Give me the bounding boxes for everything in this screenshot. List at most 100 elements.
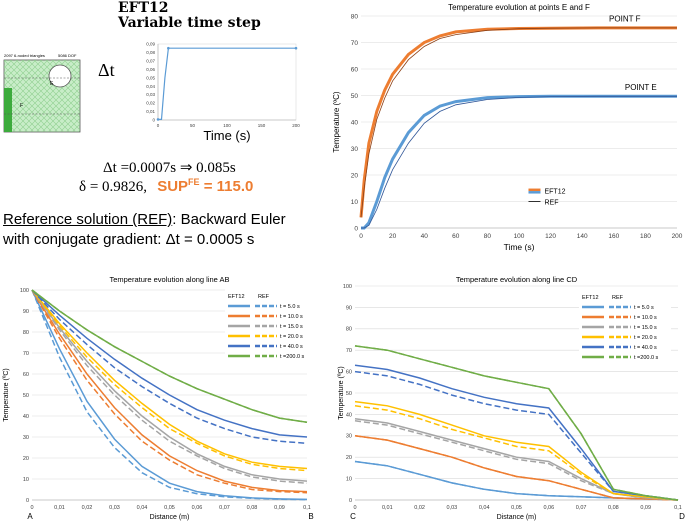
series-line-ref [360, 27, 677, 218]
series-marker-dt [294, 46, 298, 50]
series-line-ref [31, 289, 308, 472]
legend-label: t =200.0 s [280, 354, 305, 360]
x-tick-label: 180 [640, 233, 651, 240]
legend-label: t = 5.0 s [280, 304, 300, 310]
y-tick-label: 30 [351, 146, 359, 153]
x-axis-label: Distance (m) [150, 514, 190, 521]
dt-formula: Δt =0.0007s ⇒ 0.085s [103, 160, 236, 176]
x-tick-label: 60 [452, 233, 460, 240]
chart-title: Temperature evolution along line AB [109, 275, 229, 284]
x-tick-label: 0,09 [640, 505, 651, 511]
legend-header-ref: REF [258, 294, 270, 300]
y-tick-label: 20 [23, 456, 29, 462]
x-tick-label: 140 [577, 233, 588, 240]
y-tick-label: 70 [346, 348, 352, 354]
y-tick-label: 30 [23, 435, 29, 441]
point-label-end: B [308, 512, 313, 521]
x-tick-label: 0,06 [543, 505, 554, 511]
y-tick-label: 80 [351, 13, 359, 20]
y-tick-label: 100 [20, 288, 29, 294]
page-subtitle: Variable time step [118, 15, 261, 31]
chart-ab: Temperature evolution along line AB 0 0,01… [3, 275, 317, 521]
x-tick-label: 200 [672, 233, 683, 240]
x-tick-label: 0,07 [576, 505, 587, 511]
series-line-ref [354, 420, 679, 501]
y-tick-label: 70 [351, 40, 359, 47]
y-tick-label: 0,05 [146, 75, 155, 80]
x-tick-label: 0,09 [274, 505, 285, 511]
x-tick-label: 0,05 [511, 505, 522, 511]
series-line-ref [361, 95, 677, 229]
y-tick-label: 90 [346, 305, 352, 311]
series-line-eft12 [31, 289, 308, 470]
mesh-point-f: F [20, 103, 23, 109]
series-marker-dt [167, 46, 170, 50]
x-tick-label: 200 [292, 123, 300, 128]
mesh-hole [48, 64, 72, 88]
sup-label: SUP [157, 178, 189, 195]
y-tick-label: 0,06 [146, 67, 155, 72]
series-line-eft12 [31, 289, 308, 501]
dt-chart: 0 50 100 150 200 0 0,01 0,02 0,03 0,04 0,05 0,06 0,0… [146, 42, 300, 143]
y-axis-label: Temperature (ºC) [332, 91, 341, 152]
series-line-ref [31, 289, 308, 501]
series-line-dt [158, 47, 296, 120]
y-tick-label: 60 [346, 370, 352, 376]
series-line-ref [354, 435, 679, 501]
y-tick-label: 10 [351, 199, 359, 206]
x-tick-label: 0,04 [479, 505, 490, 511]
series-line-ref [354, 405, 679, 501]
mesh-heated-boundary [4, 88, 12, 132]
mesh-caption-left: 2097 6-noded triangles [4, 53, 45, 58]
legend-label: t = 15.0 s [280, 324, 303, 330]
x-tick-label: 40 [421, 233, 429, 240]
legend-label: t = 40.0 s [280, 344, 303, 350]
y-tick-label: 50 [351, 93, 359, 100]
legend-header-ref: REF [612, 295, 624, 301]
y-tick-label: 40 [23, 414, 29, 420]
legend-label: REF [544, 200, 558, 207]
y-tick-label: 80 [346, 327, 352, 333]
x-tick-label: 0,07 [219, 505, 230, 511]
series-line-eft12 [354, 345, 679, 501]
x-axis-label: Distance (m) [497, 514, 537, 521]
y-tick-label: 60 [23, 372, 29, 378]
x-tick-label: 0,03 [447, 505, 458, 511]
mesh-caption-right: 5086 DOF [58, 53, 77, 58]
x-tick-label: 0 [359, 233, 363, 240]
y-tick-label: 20 [351, 172, 359, 179]
x-tick-label: 0,05 [164, 505, 175, 511]
legend-header-eft12: EFT12 [582, 295, 599, 301]
mesh-figure: 2097 6-noded triangles 5086 DOF E F [3, 53, 81, 133]
point-label-start: C [350, 512, 356, 521]
y-tick-label: 0,02 [146, 101, 155, 106]
x-tick-label: 160 [608, 233, 619, 240]
y-tick-label: 20 [346, 455, 352, 461]
x-axis-label: Time (s) [504, 242, 535, 252]
y-tick-label: 70 [23, 351, 29, 357]
y-tick-label: 0 [152, 118, 155, 123]
y-tick-label: 100 [343, 284, 352, 290]
ref-method: : Backward Euler [172, 211, 286, 228]
y-tick-label: 0 [349, 498, 352, 504]
y-axis-label: Temperature (ºC) [338, 366, 345, 420]
x-tick-label: 0,1 [674, 505, 682, 511]
annotation-point-e: POINT E [625, 83, 657, 92]
chart-ef: Temperature evolution at points E and F 0… [332, 3, 683, 252]
legend-label: t = 5.0 s [634, 305, 654, 311]
y-tick-label: 0 [26, 498, 29, 504]
series-line-eft12 [361, 94, 677, 230]
y-tick-label: 10 [23, 477, 29, 483]
y-tick-label: 0,07 [146, 58, 155, 63]
y-tick-label: 30 [346, 434, 352, 440]
x-tick-label: 0 [353, 505, 356, 511]
x-tick-label: 100 [514, 233, 525, 240]
y-tick-label: 40 [351, 119, 359, 126]
series-line-eft12 [31, 289, 308, 482]
x-tick-label: 0,02 [82, 505, 93, 511]
y-tick-label: 50 [23, 393, 29, 399]
x-tick-label: 0,01 [382, 505, 393, 511]
annotation-point-f: POINT F [609, 14, 641, 23]
x-axis-label: Time (s) [203, 128, 250, 143]
series-line-eft12 [31, 289, 308, 493]
